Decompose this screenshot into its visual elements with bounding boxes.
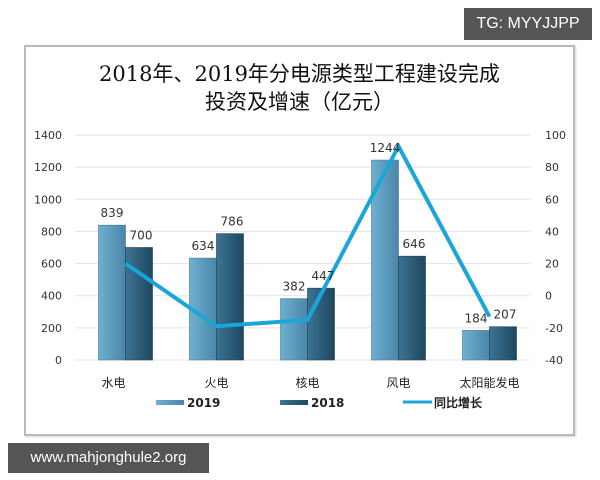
left-tick-label: 600 — [41, 258, 62, 271]
chart-title-line1: 2018年、2019年分电源类型工程建设完成 — [99, 62, 500, 86]
left-tick-label: 200 — [41, 322, 62, 335]
right-tick-label: 0 — [545, 290, 552, 303]
bar-2018 — [216, 233, 244, 361]
data-labels: 839 700 634 786 382 447 1244 646 184 207 — [101, 141, 517, 325]
bar-label-2018: 207 — [494, 308, 517, 322]
legend-swatch-2019 — [156, 400, 184, 405]
category-label: 太阳能发电 — [459, 375, 519, 390]
legend-label-2018: 2018 — [311, 396, 344, 410]
category-labels: 水电 火电 核电 风电 太阳能发电 — [101, 375, 519, 390]
left-tick-label: 0 — [55, 354, 62, 367]
bar-2018 — [398, 255, 426, 361]
bar-label-2018: 700 — [130, 229, 153, 243]
category-label: 水电 — [101, 376, 125, 390]
bar-2019 — [280, 298, 308, 361]
bar-2018 — [307, 287, 335, 361]
right-tick-label: -20 — [545, 322, 563, 335]
left-tick-label: 1400 — [34, 129, 62, 142]
right-tick-label: 80 — [545, 161, 559, 174]
bar-2018 — [489, 326, 517, 361]
bar-label-2018: 447 — [312, 269, 335, 283]
bar-label-2018: 786 — [221, 215, 244, 229]
bar-label-2019: 1244 — [370, 141, 401, 155]
right-tick-label: 20 — [545, 258, 559, 271]
legend-label-2019: 2019 — [187, 396, 220, 410]
bar-2018 — [125, 247, 153, 361]
growth-line — [124, 141, 492, 329]
left-tick-label: 400 — [41, 290, 62, 303]
category-label: 火电 — [204, 376, 228, 390]
bar-2019 — [462, 330, 490, 361]
category-label: 核电 — [295, 376, 319, 390]
left-tick-label: 800 — [41, 225, 62, 238]
right-tick-label: 100 — [545, 129, 566, 142]
bar-label-2019: 382 — [283, 280, 306, 294]
bar-label-2019: 184 — [465, 311, 488, 325]
watermark-top-right: TG: MYYJJPP — [464, 8, 592, 40]
right-axis: -40 -20 0 20 40 60 80 100 — [545, 129, 566, 367]
bar-label-2019: 839 — [101, 206, 124, 220]
bar-label-2018: 646 — [403, 237, 426, 251]
right-tick-label: 40 — [545, 225, 559, 238]
bar-2019 — [98, 224, 126, 361]
watermark-bottom-left: www.mahjonghule2.org — [8, 443, 209, 473]
category-label: 风电 — [386, 376, 410, 390]
legend-swatch-2018 — [280, 400, 308, 405]
bars — [98, 159, 517, 361]
legend: 2019 2018 同比增长 — [156, 395, 483, 410]
right-tick-label: -40 — [545, 354, 563, 367]
legend-label-growth: 同比增长 — [434, 395, 483, 410]
bar-label-2019: 634 — [192, 239, 215, 253]
right-tick-label: 60 — [545, 193, 559, 206]
growth-polyline — [124, 141, 492, 329]
chart-title-line2: 投资及增速（亿元） — [205, 90, 394, 114]
left-tick-label: 1000 — [34, 193, 62, 206]
left-axis: 0 200 400 600 800 1000 1200 1400 — [34, 129, 62, 367]
left-tick-label: 1200 — [34, 161, 62, 174]
